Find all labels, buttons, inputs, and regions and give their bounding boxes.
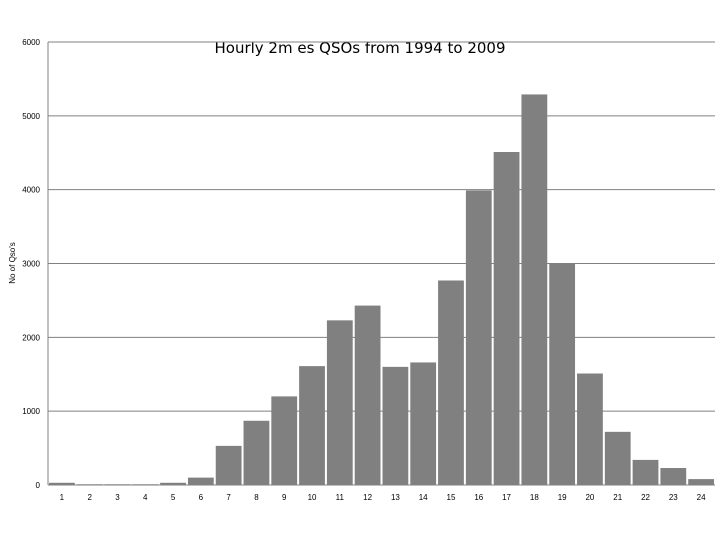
bar-21 [604, 431, 631, 485]
bar-15 [438, 280, 464, 485]
bar-12 [354, 305, 381, 485]
y-tick-label: 4000 [22, 186, 40, 195]
x-tick-label: 15 [447, 493, 456, 502]
bar-17 [493, 152, 520, 486]
bar-7 [215, 445, 242, 485]
x-tick-label: 7 [226, 493, 231, 502]
x-tick-label: 3 [115, 493, 120, 502]
bar-11 [326, 320, 353, 485]
x-tick-label: 1 [60, 493, 65, 502]
x-axis-ticks: 1 2 3 4 5 6 7 8 9 10 11 12 13 14 15 16 17 18 19 20 21 22 23 24 [60, 493, 706, 502]
bar-23 [660, 468, 687, 485]
y-tick-label: 3000 [22, 260, 40, 269]
bar-13 [382, 366, 409, 485]
x-tick-label: 4 [143, 493, 148, 502]
x-tick-label: 21 [613, 493, 622, 502]
bars [49, 94, 714, 486]
bar-1 [49, 482, 75, 485]
gridlines [48, 41, 715, 412]
bar-22 [632, 459, 659, 485]
bar-10 [299, 366, 325, 485]
y-tick-label: 2000 [22, 333, 40, 342]
x-tick-label: 10 [308, 493, 317, 502]
x-tick-label: 22 [641, 493, 650, 502]
x-tick-label: 5 [171, 493, 176, 502]
bar-19 [549, 263, 576, 485]
bar-9 [271, 396, 298, 485]
y-tick-label: 6000 [22, 38, 40, 47]
x-tick-label: 19 [558, 493, 567, 502]
x-tick-label: 20 [585, 493, 594, 502]
x-tick-label: 11 [336, 493, 345, 502]
x-tick-label: 14 [419, 493, 428, 502]
chart-title: Hourly 2m es QSOs from 1994 to 2009 [214, 39, 505, 57]
x-tick-label: 24 [697, 493, 706, 502]
y-tick-label: 0 [36, 481, 41, 490]
bar-5 [160, 482, 186, 485]
y-tick-label: 1000 [22, 407, 40, 416]
x-tick-label: 8 [254, 493, 259, 502]
bar-20 [577, 373, 603, 485]
x-tick-label: 12 [363, 493, 372, 502]
y-axis-label: No of Qso's [8, 242, 17, 284]
bar-16 [465, 190, 492, 485]
x-tick-label: 6 [199, 493, 204, 502]
x-tick-label: 17 [502, 493, 511, 502]
y-axis-ticks: 0 1000 2000 3000 4000 5000 6000 [22, 38, 40, 490]
x-tick-label: 2 [87, 493, 92, 502]
bar-24 [688, 479, 714, 485]
bar-8 [243, 420, 270, 485]
bar-14 [410, 362, 437, 485]
y-tick-label: 5000 [22, 112, 40, 121]
bar-18 [521, 94, 548, 486]
bar-6 [187, 477, 214, 485]
x-tick-label: 23 [669, 493, 678, 502]
x-tick-label: 9 [282, 493, 287, 502]
x-tick-label: 18 [530, 493, 539, 502]
x-tick-label: 16 [474, 493, 483, 502]
x-tick-label: 13 [391, 493, 400, 502]
